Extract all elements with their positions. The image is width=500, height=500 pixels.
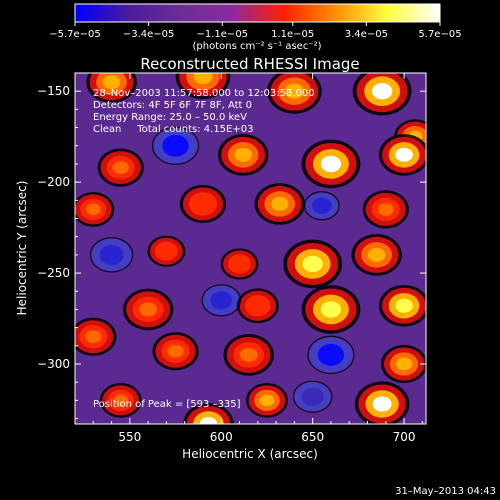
x-tick-label: 650 <box>301 430 324 444</box>
contour-lines <box>89 126 355 413</box>
annotation-clean: Clean Total counts: 4.15E+03 <box>93 124 253 135</box>
colorbar-unit-label: (photons cm⁻² s⁻¹ asec⁻²) <box>192 41 321 52</box>
annotation-energy: Energy Range: 25.0 – 50.0 keV <box>93 112 247 123</box>
blob-core <box>159 245 173 257</box>
y-axis-label: Heliocentric Y (arcsec) <box>15 181 29 316</box>
blob-core <box>250 299 266 312</box>
blob-core <box>239 347 258 362</box>
blob-core <box>139 302 157 317</box>
blob-core <box>112 161 129 175</box>
x-tick-label: 600 <box>210 430 233 444</box>
blob-core <box>377 202 394 216</box>
x-tick-label: 700 <box>393 430 416 444</box>
colorbar-ticks: −5.7e−05 −3.4e−05 −1.1e−05 1.1e−05 3.4e−05 5.… <box>49 22 462 40</box>
x-axis-label: Heliocentric X (arcsec) <box>182 447 318 461</box>
blob-core <box>367 247 386 262</box>
image-plot <box>75 73 426 424</box>
blob-negative-contour <box>89 237 134 273</box>
plot-frame <box>74 72 427 425</box>
blob-negative-contour <box>201 284 242 317</box>
blob-negative-contour <box>151 126 200 165</box>
blob-core <box>113 394 129 407</box>
blob-negative-core <box>210 291 233 310</box>
chart-title: Reconstructed RHESSI Image <box>140 55 359 73</box>
blob-negative-contour <box>307 335 355 375</box>
blob-core <box>320 155 342 173</box>
y-tick-label: −250 <box>37 266 70 280</box>
colorbar-tick-label: 5.7e−05 <box>418 29 461 40</box>
y-axis-ticks: −150 −200 −250 −300 <box>37 72 426 420</box>
blob-core <box>395 298 413 313</box>
blob-core <box>194 197 212 211</box>
colorbar-tick-label: 1.1e−05 <box>271 29 314 40</box>
blob-core <box>167 344 184 358</box>
blob-core <box>234 147 252 162</box>
blob-core <box>284 83 304 99</box>
blob-core <box>259 394 275 407</box>
blob-core <box>85 203 101 216</box>
blob-core <box>270 196 289 211</box>
blob-core <box>193 73 213 85</box>
y-tick-label: −300 <box>37 357 70 371</box>
colorbar-tick-label: −3.4e−05 <box>123 29 175 40</box>
timestamp: 31–May–2013 04:43 <box>395 486 496 497</box>
x-axis-ticks: 550 600 650 700 <box>92 73 423 444</box>
colorbar-tick-label: 3.4e−05 <box>345 29 388 40</box>
blob-negative-core <box>317 343 345 366</box>
blob-core <box>85 330 102 344</box>
blob-negative-contour <box>303 191 340 221</box>
y-tick-label: −200 <box>37 175 70 189</box>
y-tick-label: −150 <box>37 84 70 98</box>
blob-core <box>371 82 393 100</box>
peak-position-label: Position of Peak = [593 –335] <box>93 399 241 410</box>
blob-core <box>395 147 413 162</box>
blob-negative-core <box>99 244 124 265</box>
annotation-detectors: Detectors: 4F 5F 6F 7F 8F, Att 0 <box>93 100 252 111</box>
colorbar-tick-label: −5.7e−05 <box>49 29 101 40</box>
blob-core <box>320 301 342 318</box>
blob-core <box>199 416 218 424</box>
blob-core <box>372 396 392 412</box>
blob-core <box>102 75 121 90</box>
blob-negative-core <box>162 134 189 157</box>
blob-core <box>396 357 413 371</box>
blob-negative-core <box>311 197 332 214</box>
blob-core <box>232 258 247 270</box>
blob-negative-contour <box>292 380 333 413</box>
blob-negative-core <box>301 387 324 406</box>
blob-core <box>302 255 323 273</box>
x-tick-label: 550 <box>118 430 141 444</box>
colorbar-tick-label: −1.1e−05 <box>197 29 249 40</box>
colorbar <box>74 3 441 23</box>
intensity-blobs <box>75 73 426 424</box>
annotation-time: 28–Nov–2003 11:57:58.000 to 12:03:58.000 <box>93 88 315 99</box>
